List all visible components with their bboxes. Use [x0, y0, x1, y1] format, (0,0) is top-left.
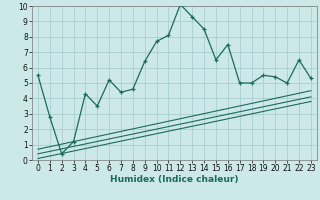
X-axis label: Humidex (Indice chaleur): Humidex (Indice chaleur): [110, 175, 239, 184]
